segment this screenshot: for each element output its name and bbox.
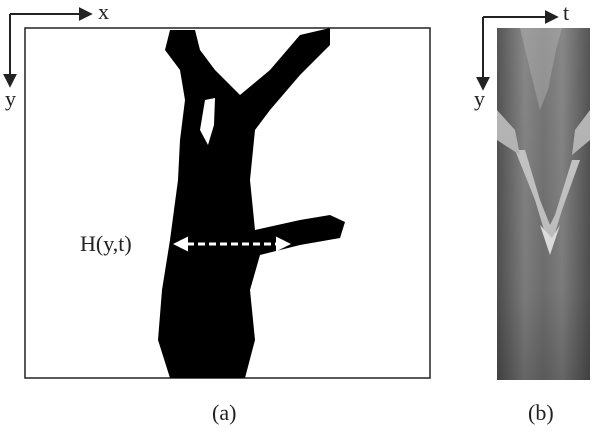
panel-b: t y (b) (474, 0, 590, 425)
annotation: H(y,t) (80, 231, 132, 256)
axis-label: y (474, 86, 485, 111)
axis-label: x (98, 0, 109, 24)
axis-label: y (5, 86, 16, 111)
axis-label: t (563, 0, 569, 25)
panel-a: H(y,t) x y (a) (5, 0, 430, 425)
figure: H(y,t) x y (a) t y (b) (0, 0, 606, 439)
heatmap-shade (497, 28, 590, 380)
caption: (a) (212, 400, 236, 425)
caption: (b) (528, 400, 554, 425)
